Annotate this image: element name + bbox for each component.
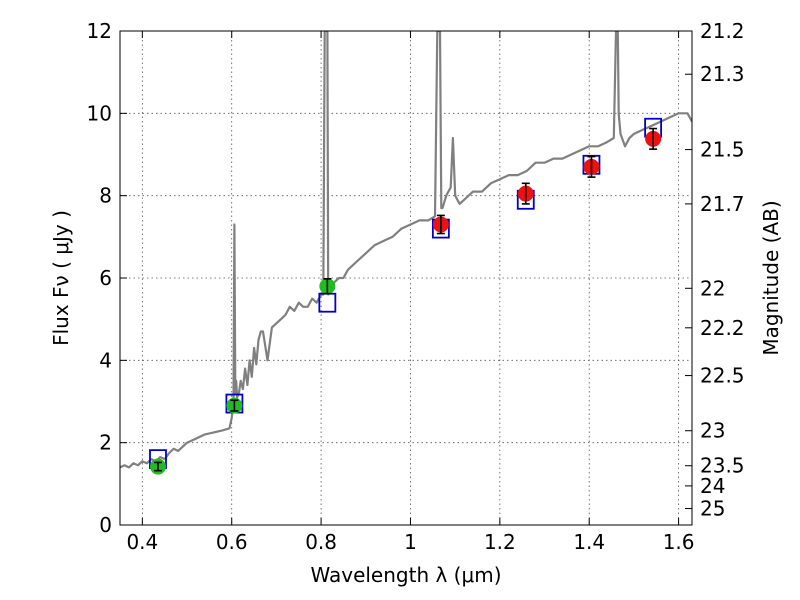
mag-tick-label: 25 [700, 497, 725, 521]
x-tick-label: 1 [404, 530, 417, 554]
y-tick-label: 12 [87, 19, 112, 43]
x-tick-label: 0.6 [216, 530, 248, 554]
y2-axis-label: Magnitude (AB) [759, 200, 783, 355]
mag-tick-label: 24 [700, 474, 725, 498]
x-axis-label: Wavelength λ (μm) [310, 563, 501, 587]
mag-tick-label: 22.5 [700, 364, 745, 388]
mag-tick-label: 22 [700, 276, 725, 300]
y-axis-label: Flux Fν ( μJy ) [49, 210, 73, 346]
y-tick-label: 10 [87, 101, 112, 125]
mag-tick-label: 23.5 [700, 454, 745, 478]
x-tick-label: 0.4 [126, 530, 158, 554]
y-tick-label: 2 [99, 431, 112, 455]
mag-tick-label: 21.5 [700, 138, 745, 162]
grid [120, 31, 692, 525]
y-tick-label: 4 [99, 348, 112, 372]
x-tick-label: 0.8 [305, 530, 337, 554]
mag-tick-label: 22.2 [700, 316, 745, 340]
model-photometry-square [318, 292, 337, 313]
x-tick-label: 1.2 [484, 530, 516, 554]
mag-tick-label: 21.3 [700, 62, 745, 86]
mag-tick-label: 21.2 [700, 19, 745, 43]
y-tick-label: 0 [99, 513, 112, 537]
y-tick-label: 8 [99, 184, 112, 208]
x-tick-label: 1.4 [573, 530, 605, 554]
mag-tick-label: 21.7 [700, 192, 745, 216]
mag-tick-label: 23 [700, 419, 725, 443]
x-tick-label: 1.6 [663, 530, 695, 554]
y-tick-label: 6 [99, 266, 112, 290]
plot-area [120, 31, 692, 475]
spectrum-line [120, 31, 692, 469]
